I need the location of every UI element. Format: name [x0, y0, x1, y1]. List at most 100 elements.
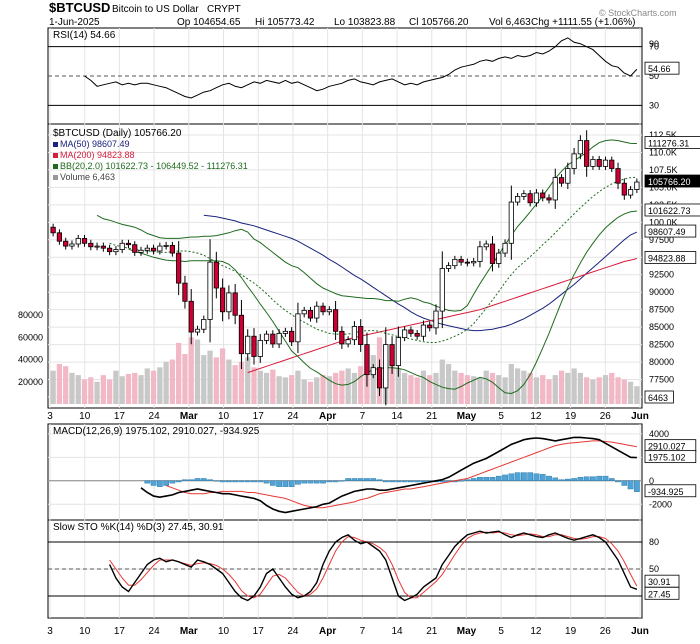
macd-histogram-bar — [376, 479, 383, 482]
rsi-current-value: 54.66 — [648, 64, 671, 74]
candle-body — [88, 242, 94, 248]
sto-d-line — [109, 531, 638, 599]
candle-body — [326, 309, 332, 313]
quote-close: Cl 105766.20 — [409, 17, 469, 28]
volume-bar — [219, 348, 226, 404]
candle-body — [602, 159, 609, 167]
candle-body — [558, 177, 565, 184]
candle-body — [634, 181, 640, 190]
x-label-bottom: 24 — [287, 626, 299, 637]
volume-bar — [75, 375, 81, 404]
macd-tick-label: 0 — [649, 476, 654, 486]
price-right-value: 94823.88 — [648, 253, 686, 263]
x-label-top: 17 — [114, 411, 126, 422]
candle-body — [75, 237, 81, 245]
volume-bar — [56, 364, 63, 404]
candle-body — [289, 330, 295, 343]
volume-bar — [596, 377, 602, 404]
macd-histogram-bar — [483, 477, 490, 481]
x-label-bottom: May — [457, 626, 477, 637]
macd-histogram-bar — [332, 480, 339, 483]
price-right-value-box — [644, 174, 700, 188]
candle-body — [295, 313, 301, 343]
candle-body — [245, 335, 251, 355]
candle-body — [270, 333, 276, 345]
volume-bar — [414, 377, 420, 404]
candle-body — [445, 265, 452, 269]
sto-right-value: 27.45 — [648, 589, 671, 599]
macd-histogram-bar — [389, 480, 395, 483]
macd-histogram-bar — [251, 480, 257, 483]
candle-body — [358, 326, 364, 346]
volume-bar — [627, 381, 634, 404]
macd-histogram-bar — [634, 480, 640, 492]
macd-histogram-bar — [521, 472, 527, 482]
candle-body — [307, 309, 314, 319]
macd-histogram-bar — [175, 480, 182, 483]
price-tick-label: 77500 — [649, 375, 674, 385]
volume-bar — [584, 377, 590, 404]
symbol: $BTCUSD — [49, 0, 110, 15]
candle-body — [402, 329, 408, 339]
quote-date: 1-Jun-2025 — [49, 17, 100, 28]
candle-body — [483, 243, 489, 248]
x-label-top: 26 — [600, 411, 612, 422]
macd-histogram-bar — [514, 472, 521, 482]
candle-body — [125, 242, 132, 246]
price-tick-label: 110.0K — [649, 147, 677, 157]
macd-histogram-bar — [364, 478, 370, 482]
candle-layer — [50, 130, 640, 406]
candle-body — [565, 168, 571, 184]
macd-histogram-bar — [477, 477, 483, 481]
price-tick-label: 112.5K — [649, 130, 677, 140]
volume-bar — [489, 372, 496, 404]
x-label-bottom: 19 — [565, 626, 577, 637]
volume-bar — [496, 375, 502, 404]
candle-body — [464, 261, 470, 264]
x-label-bottom: 7 — [360, 626, 366, 637]
macd-histogram-bar — [470, 478, 477, 482]
candle-body — [502, 242, 508, 254]
volume-bar — [514, 368, 521, 404]
candle-body — [332, 309, 339, 332]
volume-bar — [251, 367, 257, 404]
macd-histogram-bar — [226, 480, 232, 483]
candle-body — [194, 328, 201, 333]
rsi-tick-label: 90 — [649, 39, 659, 49]
candle-body — [301, 309, 307, 315]
price-tick-label: 90000 — [649, 287, 674, 297]
candle-body — [471, 261, 477, 264]
candle-body — [364, 344, 370, 376]
candle-body — [414, 333, 420, 337]
x-label-bottom: 10 — [79, 626, 91, 637]
macd-histogram-bar — [169, 480, 176, 484]
macd-histogram-bar — [370, 478, 377, 482]
candle-body — [257, 340, 263, 357]
volume-bar — [163, 361, 169, 404]
candle-body — [433, 310, 439, 329]
macd-histogram-bar — [326, 480, 333, 483]
macd-histogram-bar — [571, 478, 577, 482]
sto-k-line — [108, 530, 638, 602]
volume-current-value: 6463 — [648, 393, 668, 403]
macd-line — [140, 436, 637, 514]
macd-tick-label: -2000 — [649, 499, 672, 509]
volume-bar — [433, 372, 439, 404]
volume-bar — [245, 357, 251, 404]
price-right-value-box — [644, 136, 700, 149]
volume-bar — [314, 377, 320, 404]
volume-bar — [483, 370, 489, 404]
volume-bar — [94, 381, 100, 404]
x-label-bottom: 17 — [114, 626, 126, 637]
candle-body — [527, 193, 533, 204]
candle-body — [56, 232, 63, 242]
volume-bar — [521, 370, 527, 404]
macd-histogram-bar — [150, 480, 157, 486]
volume-tick-label: 60000 — [18, 332, 43, 342]
volume-bar — [571, 368, 577, 404]
candle-body — [489, 243, 496, 264]
price-tick-label: 100.0K — [649, 217, 678, 227]
volume-bar — [634, 386, 640, 404]
volume-bar — [138, 375, 144, 404]
macd-tick-label: 4000 — [649, 429, 669, 439]
